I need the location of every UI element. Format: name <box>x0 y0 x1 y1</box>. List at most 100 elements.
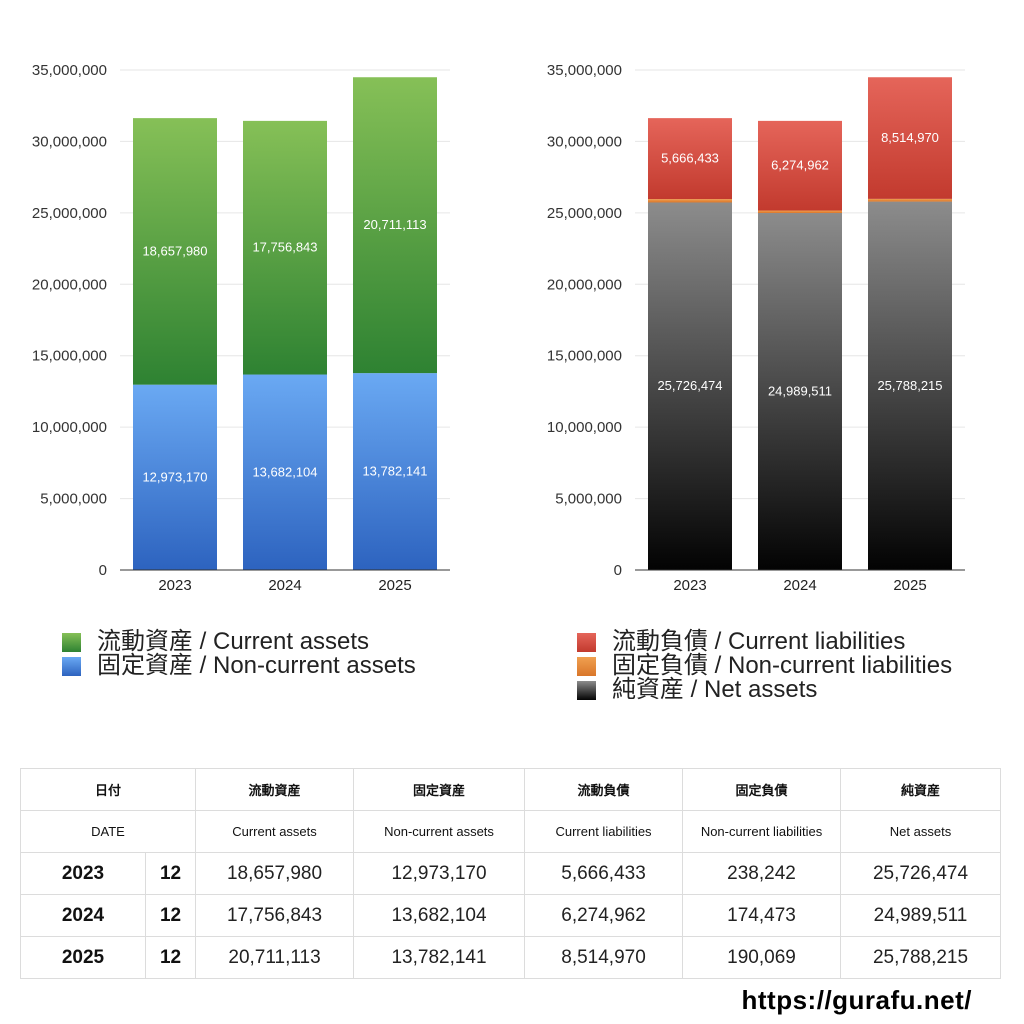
assets-chart: 0 5,000,000 10,000,000 15,000,000 20,000,000… <box>32 62 450 594</box>
legend-item-current-assets: 流動資産 / Current assets <box>62 630 416 654</box>
header-net-assets-en: Net assets <box>840 810 1002 853</box>
bar-net-assets-2023 <box>648 202 732 570</box>
y-tick-label: 30,000,000 <box>32 133 107 150</box>
header-current-liabilities-jp: 流動負債 <box>524 768 684 811</box>
site-url[interactable]: https://gurafu.net/ <box>741 985 972 1015</box>
cell-year: 2024 <box>20 894 146 937</box>
legend-swatch-net-assets <box>577 680 596 700</box>
table-row: 2024 12 17,756,843 13,682,104 6,274,962 … <box>20 894 1002 937</box>
legend-label-net-assets: 純資産 / Net assets <box>612 676 818 703</box>
y-tick-label: 35,000,000 <box>547 62 622 79</box>
legend-label-current-assets: 流動資産 / Current assets <box>97 628 370 655</box>
cell-month: 12 <box>144 894 197 937</box>
x-tick-label: 2024 <box>268 577 301 594</box>
y-tick-label: 20,000,000 <box>32 276 107 293</box>
cell-net-assets: 25,788,215 <box>840 936 1002 979</box>
bar-current-assets-2024 <box>243 120 327 375</box>
table-header-row-jp: 日付 流動資産 固定資産 流動負債 固定負債 純資産 <box>19 768 1002 811</box>
bar-current-assets-2025 <box>353 77 437 374</box>
data-label: 12,973,170 <box>142 469 207 484</box>
legend-item-net-assets: 純資産 / Net assets <box>577 678 952 702</box>
bar-current-assets-2023 <box>133 118 217 385</box>
financial-data-table: 日付 流動資産 固定資産 流動負債 固定負債 純資産 DATE Current … <box>19 768 1002 979</box>
data-label: 17,756,843 <box>252 240 317 255</box>
bar-current-liabilities-2023 <box>648 118 732 200</box>
cell-current-liabilities: 8,514,970 <box>524 936 684 979</box>
bar-net-assets-2024 <box>758 213 842 570</box>
y-tick-label: 30,000,000 <box>547 133 622 150</box>
data-label: 5,666,433 <box>661 151 719 166</box>
assets-legend: 流動資産 / Current assets 固定資産 / Non-current… <box>62 630 416 678</box>
cell-month: 12 <box>144 852 197 895</box>
header-current-assets-jp: 流動資産 <box>195 768 355 811</box>
data-label: 13,682,104 <box>252 464 317 479</box>
cell-month: 12 <box>144 936 197 979</box>
header-noncurrent-liabilities-jp: 固定負債 <box>682 768 842 811</box>
cell-net-assets: 25,726,474 <box>840 852 1002 895</box>
x-tick-label: 2024 <box>783 577 816 594</box>
x-tick-label: 2025 <box>893 577 926 594</box>
header-current-liabilities-en: Current liabilities <box>524 810 684 853</box>
bar-non-current-assets-2025 <box>353 373 437 570</box>
bar-current-liabilities-2024 <box>758 120 842 211</box>
data-label: 18,657,980 <box>142 243 207 258</box>
bar-net-assets-2025 <box>868 201 952 570</box>
y-tick-label: 0 <box>99 562 107 579</box>
data-label: 24,989,511 <box>768 384 832 399</box>
y-tick-label: 25,000,000 <box>32 205 107 222</box>
data-label: 25,788,215 <box>877 378 942 393</box>
cell-noncurrent-liabilities: 190,069 <box>682 936 842 979</box>
y-tick-label: 25,000,000 <box>547 205 622 222</box>
legend-swatch-current-assets <box>62 632 81 652</box>
cell-current-assets: 20,711,113 <box>195 936 355 979</box>
y-tick-label: 5,000,000 <box>40 491 107 508</box>
header-net-assets-jp: 純資産 <box>840 768 1002 811</box>
header-noncurrent-assets-jp: 固定資産 <box>353 768 526 811</box>
x-tick-label: 2023 <box>673 577 706 594</box>
legend-item-noncurrent-liabilities: 固定負債 / Non-current liabilities <box>577 654 952 678</box>
legend-swatch-noncurrent-liabilities <box>577 656 596 676</box>
y-tick-label: 15,000,000 <box>547 348 622 365</box>
cell-current-liabilities: 6,274,962 <box>524 894 684 937</box>
header-noncurrent-liabilities-en: Non-current liabilities <box>682 810 842 853</box>
cell-current-liabilities: 5,666,433 <box>524 852 684 895</box>
table-header-row-en: DATE Current assets Non-current assets C… <box>19 810 1002 853</box>
y-tick-label: 0 <box>614 562 622 579</box>
bar-current-liabilities-2025 <box>868 77 952 199</box>
cell-year: 2023 <box>20 852 146 895</box>
y-tick-label: 10,000,000 <box>547 419 622 436</box>
header-date-jp: 日付 <box>19 768 197 811</box>
legend-swatch-current-liabilities <box>577 632 596 652</box>
cell-current-assets: 17,756,843 <box>195 894 355 937</box>
legend-label-noncurrent-liabilities: 固定負債 / Non-current liabilities <box>612 652 953 679</box>
data-label: 13,782,141 <box>362 464 427 479</box>
legend-label-noncurrent-assets: 固定資産 / Non-current assets <box>97 652 416 679</box>
y-tick-label: 10,000,000 <box>32 419 107 436</box>
data-label: 20,711,113 <box>363 217 426 232</box>
table-row: 2025 12 20,711,113 13,782,141 8,514,970 … <box>20 936 1002 979</box>
legend-item-current-liabilities: 流動負債 / Current liabilities <box>577 630 952 654</box>
legend-swatch-noncurrent-assets <box>62 656 81 676</box>
y-tick-label: 15,000,000 <box>32 348 107 365</box>
bar-non-current-liabilities-2023 <box>648 199 732 203</box>
bar-non-current-assets-2023 <box>133 384 217 570</box>
legend-label-current-liabilities: 流動負債 / Current liabilities <box>612 628 906 655</box>
header-noncurrent-assets-en: Non-current assets <box>353 810 526 853</box>
liabilities-net-assets-chart: 0 5,000,000 10,000,000 15,000,000 20,000,000… <box>547 62 965 594</box>
data-label: 8,514,970 <box>881 130 939 145</box>
cell-net-assets: 24,989,511 <box>840 894 1002 937</box>
header-current-assets-en: Current assets <box>195 810 355 853</box>
cell-noncurrent-liabilities: 238,242 <box>682 852 842 895</box>
y-tick-label: 5,000,000 <box>555 491 622 508</box>
data-label: 25,726,474 <box>657 378 722 393</box>
x-tick-label: 2023 <box>158 577 191 594</box>
cell-noncurrent-assets: 13,682,104 <box>353 894 526 937</box>
cell-noncurrent-assets: 12,973,170 <box>353 852 526 895</box>
cell-current-assets: 18,657,980 <box>195 852 355 895</box>
x-tick-label: 2025 <box>378 577 411 594</box>
y-tick-label: 20,000,000 <box>547 276 622 293</box>
legend-item-noncurrent-assets: 固定資産 / Non-current assets <box>62 654 416 678</box>
table-row: 2023 12 18,657,980 12,973,170 5,666,433 … <box>20 852 1002 895</box>
bar-non-current-liabilities-2024 <box>758 210 842 214</box>
bar-non-current-assets-2024 <box>243 374 327 570</box>
